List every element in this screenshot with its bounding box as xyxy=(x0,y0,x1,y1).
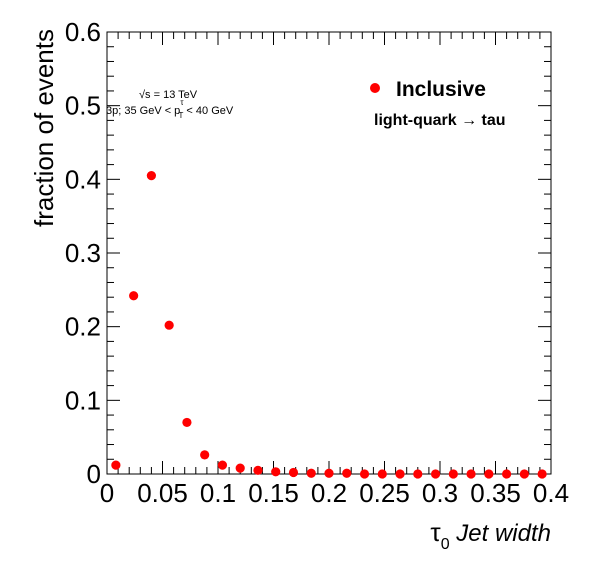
data-point xyxy=(377,469,387,479)
legend-label: Inclusive xyxy=(396,78,486,101)
data-markers xyxy=(111,171,547,479)
y-axis-label: fraction of events xyxy=(29,29,59,227)
x-axis-label-subscript: 0 xyxy=(441,536,450,553)
data-point xyxy=(253,465,263,475)
legend: Inclusive light-quark → tau xyxy=(370,78,506,129)
data-point xyxy=(466,469,476,479)
y-tick-label: 0.2 xyxy=(65,312,101,342)
x-tick-label: 0.25 xyxy=(359,478,410,508)
selection-suffix: < 40 GeV xyxy=(183,105,234,117)
tick-labels: 0 0.05 0.1 0.15 0.2 0.25 0.3 0.35 0.4 0 0.1 0.2 0.3 0… xyxy=(65,17,569,508)
data-point xyxy=(217,460,228,470)
legend-marker xyxy=(370,83,380,93)
data-point xyxy=(111,460,121,470)
y-tick-label: 0.6 xyxy=(65,17,101,47)
energy-value: = 13 TeV xyxy=(151,89,198,101)
x-tick-label: 0.05 xyxy=(137,478,188,508)
selection-sub: T xyxy=(178,111,183,120)
data-point xyxy=(395,469,405,479)
data-point xyxy=(502,469,512,479)
x-tick-label: 0.4 xyxy=(533,478,569,508)
data-point xyxy=(519,469,529,479)
energy-sqrt: √s xyxy=(139,89,151,101)
data-point xyxy=(182,417,192,428)
x-tick-label: 0.15 xyxy=(248,478,299,508)
data-point xyxy=(306,468,316,478)
y-tick-label: 0.4 xyxy=(65,164,101,194)
selection-prefix: 3p; 35 GeV < p xyxy=(106,105,180,117)
data-point xyxy=(324,468,334,478)
x-tick-label: 0 xyxy=(100,478,114,508)
data-point xyxy=(342,468,352,478)
x-tick-label: 0.3 xyxy=(422,478,458,508)
data-point xyxy=(430,469,441,479)
data-point xyxy=(129,291,139,301)
x-tick-label: 0.35 xyxy=(470,478,521,508)
x-axis-label: τ0 Jet width xyxy=(430,517,551,553)
data-point xyxy=(359,469,370,479)
data-point xyxy=(413,469,423,479)
data-point xyxy=(484,469,494,479)
y-tick-label: 0 xyxy=(87,459,101,489)
x-tick-label: 0.2 xyxy=(311,478,347,508)
data-point xyxy=(271,467,281,477)
x-axis-label-text: Jet width xyxy=(455,520,551,547)
data-point xyxy=(448,469,458,479)
data-point xyxy=(235,463,245,473)
y-tick-label: 0.5 xyxy=(65,91,101,121)
selection-sup: τ xyxy=(180,98,184,107)
y-tick-label: 0.3 xyxy=(65,238,101,268)
x-tick-label: 0.1 xyxy=(200,478,236,508)
axis-ticks xyxy=(106,31,552,475)
data-point xyxy=(200,450,210,460)
legend-sublabel: light-quark → tau xyxy=(374,112,506,129)
data-point xyxy=(164,320,174,330)
data-point xyxy=(288,467,299,478)
selection-annotation: 3p; 35 GeV < pτ T < 40 GeV xyxy=(106,98,234,120)
y-tick-label: 0.1 xyxy=(65,385,101,415)
x-axis-label-symbol: τ xyxy=(430,517,441,547)
data-point xyxy=(146,171,156,181)
energy-annotation: √s = 13 TeV xyxy=(139,89,198,101)
data-point xyxy=(537,469,547,479)
